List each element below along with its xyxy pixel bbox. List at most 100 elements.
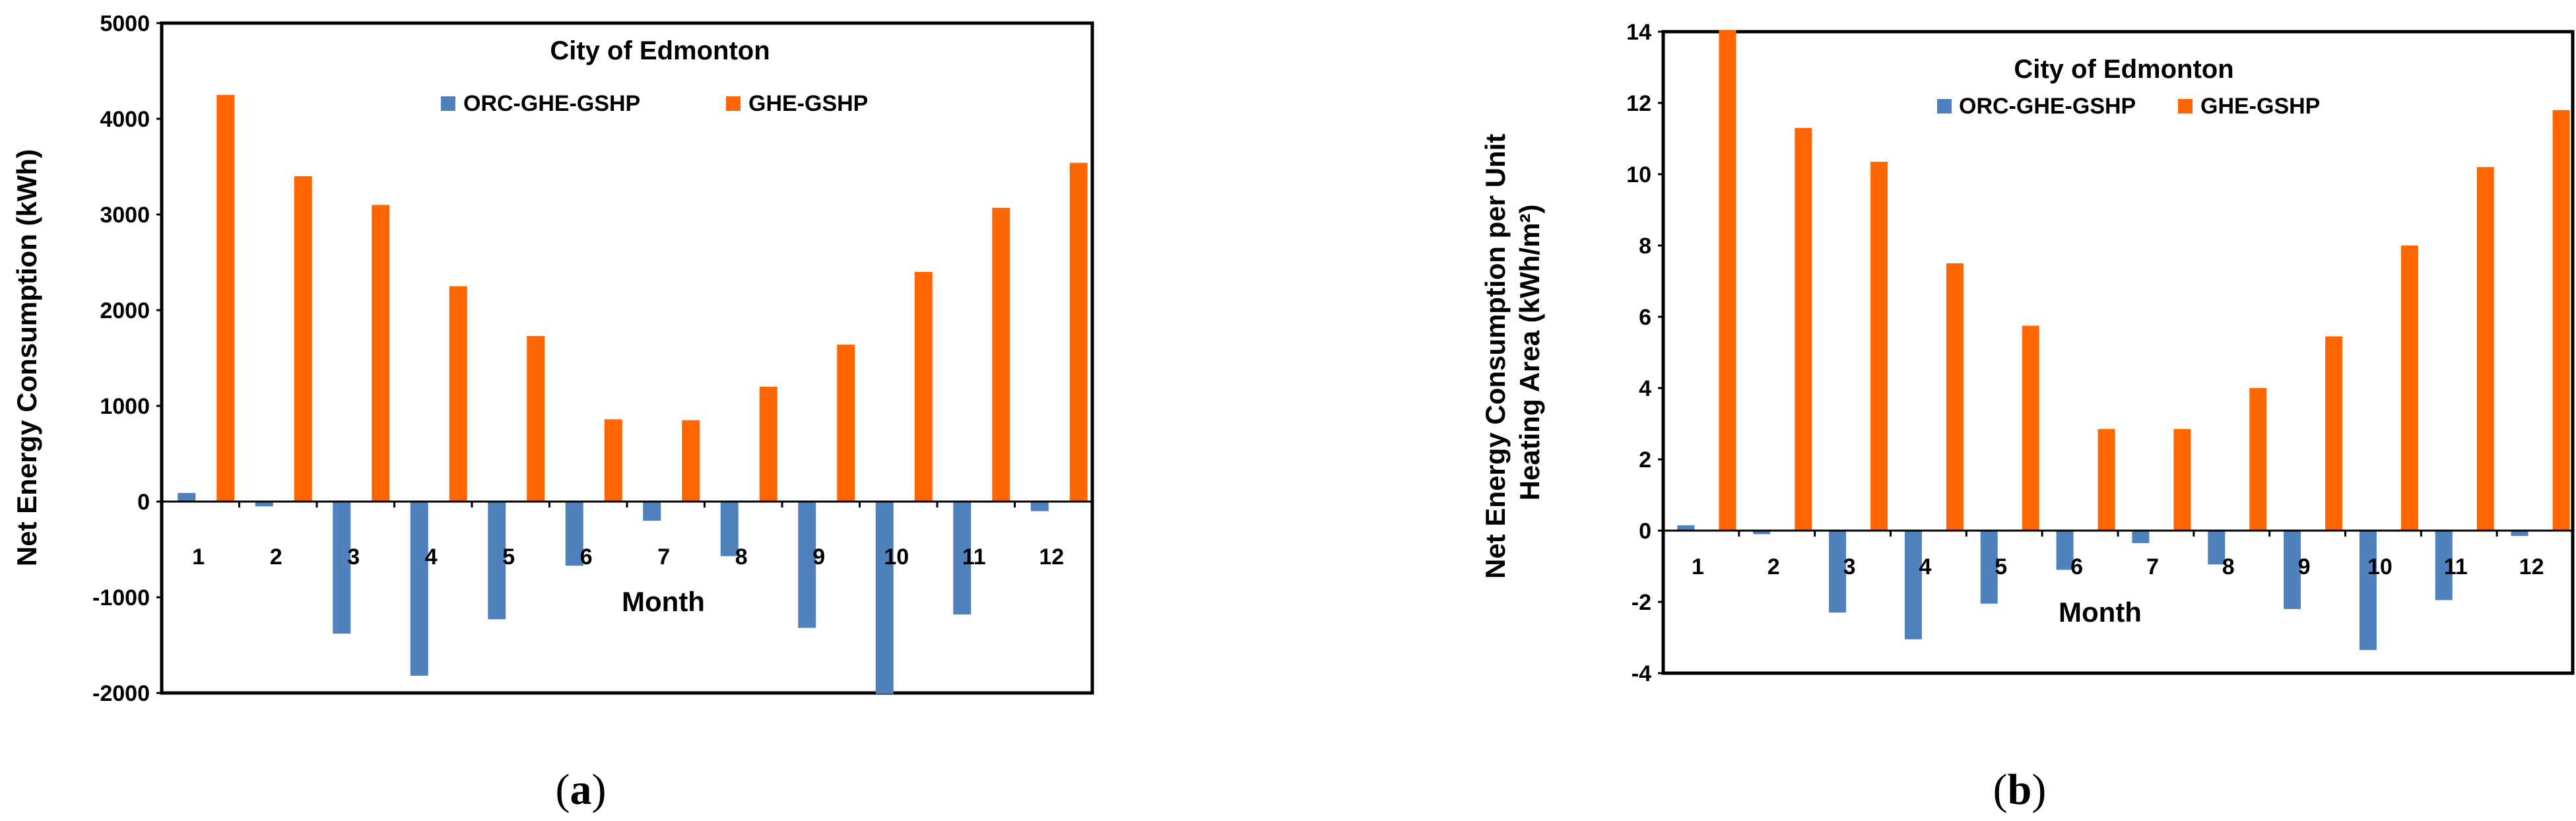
x-tick-label: 6 [580, 544, 593, 570]
bar-orc-ghe-gshp [1980, 531, 1998, 604]
bar-orc-ghe-gshp [2132, 531, 2150, 543]
x-tick-label: 4 [425, 544, 438, 570]
bar-ghe-gshp [1946, 263, 1964, 531]
x-tick-label: 7 [2146, 554, 2159, 579]
y-tick-label: 12 [1626, 91, 1651, 116]
bar-ghe-gshp [2097, 429, 2115, 531]
panel-caption: (b) [1993, 766, 2047, 814]
legend: ORC-GHE-GSHP GHE-GSHP [1937, 94, 2320, 119]
y-tick-label: 5000 [100, 11, 150, 36]
bar-orc-ghe-gshp [333, 502, 351, 634]
legend-swatch-orc-ghe-gshp [441, 96, 455, 111]
bar-orc-ghe-gshp [2284, 531, 2301, 609]
y-tick-label: 10 [1626, 162, 1651, 187]
x-tick-label: 12 [2519, 554, 2544, 579]
x-tick-label: 10 [884, 544, 909, 570]
bar-ghe-gshp [2325, 336, 2343, 531]
x-tick-label: 4 [1919, 554, 1931, 579]
x-tick-label: 1 [1692, 554, 1704, 579]
y-tick-label: 14 [1626, 20, 1651, 45]
x-axis-label: Month [622, 586, 705, 617]
bar-ghe-gshp [2476, 167, 2494, 531]
legend-swatch-ghe-gshp [726, 96, 741, 111]
bar-orc-ghe-gshp [643, 502, 661, 521]
bar-orc-ghe-gshp [178, 492, 196, 502]
plot-area-frame [160, 21, 1094, 695]
bar-ghe-gshp [2552, 110, 2570, 531]
bar-orc-ghe-gshp [255, 502, 273, 507]
bar-ghe-gshp [527, 336, 545, 502]
bar-orc-ghe-gshp [720, 502, 739, 556]
bar-orc-ghe-gshp [565, 502, 583, 566]
x-tick-label: 6 [2070, 554, 2083, 579]
bar-orc-ghe-gshp [2359, 531, 2377, 650]
x-tick-label: 11 [962, 544, 986, 570]
bar-orc-ghe-gshp [1829, 531, 1847, 613]
y-tick-label: 6 [1639, 305, 1651, 330]
x-tick-label: 3 [1843, 554, 1856, 579]
y-tick-label: 0 [1639, 519, 1651, 544]
y-axis-label-line-2: Heating Area (kWh/m²) [1514, 205, 1545, 501]
y-tick-label: -2 [1632, 590, 1651, 615]
bar-orc-ghe-gshp [2056, 531, 2074, 570]
bar-ghe-gshp [837, 345, 855, 502]
x-tick-label: 8 [735, 544, 748, 570]
bar-orc-ghe-gshp [410, 502, 428, 676]
bar-ghe-gshp [2400, 246, 2418, 531]
y-tick-label: 4 [1639, 376, 1651, 401]
chart-title: City of Edmonton [2014, 55, 2233, 84]
bar-ghe-gshp [1069, 162, 1088, 502]
bar-ghe-gshp [759, 387, 777, 502]
y-tick-label: 2000 [100, 298, 150, 323]
legend-swatch-orc-ghe-gshp [1937, 99, 1952, 114]
y-tick-label: 1000 [100, 394, 150, 419]
bar-orc-ghe-gshp [2208, 531, 2226, 565]
x-tick-label: 2 [1767, 554, 1780, 579]
bar-orc-ghe-gshp [2511, 531, 2528, 537]
y-axis-label: Net Energy Consumption (kWh) [11, 149, 42, 566]
legend-label-orc-ghe-gshp: ORC-GHE-GSHP [463, 91, 640, 116]
bar-ghe-gshp [2249, 388, 2267, 531]
x-tick-label: 8 [2222, 554, 2235, 579]
bar-orc-ghe-gshp [1753, 531, 1771, 535]
bar-orc-ghe-gshp [798, 502, 816, 628]
y-tick-label: 2 [1639, 447, 1651, 473]
bar-ghe-gshp [1795, 127, 1812, 531]
y-tick-label: 8 [1639, 234, 1651, 259]
bar-ghe-gshp [682, 420, 700, 502]
bar-orc-ghe-gshp [2435, 531, 2453, 601]
x-tick-label: 1 [192, 544, 205, 570]
x-axis-label: Month [2059, 597, 2142, 628]
bar-ghe-gshp [2173, 429, 2191, 531]
bar-ghe-gshp [1870, 162, 1888, 531]
y-tick-label: 3000 [100, 203, 150, 228]
legend-swatch-ghe-gshp [2178, 99, 2193, 114]
bar-orc-ghe-gshp [488, 502, 506, 620]
chart-title: City of Edmonton [550, 36, 770, 65]
x-tick-label: 5 [1995, 554, 2007, 579]
bar-ghe-gshp [2022, 325, 2039, 531]
legend: ORC-GHE-GSHP GHE-GSHP [441, 91, 868, 116]
bar-ghe-gshp [914, 272, 933, 502]
legend-label-ghe-gshp: GHE-GSHP [2200, 94, 2320, 119]
x-tick-label: 11 [2444, 554, 2468, 579]
y-tick-label: 4000 [100, 107, 150, 132]
bar-ghe-gshp [992, 207, 1010, 502]
bar-ghe-gshp [294, 176, 312, 502]
x-tick-label: 12 [1039, 544, 1064, 570]
bar-orc-ghe-gshp [953, 502, 972, 615]
y-axis-label-line-1: Net Energy Consumption per Unit [1480, 134, 1511, 579]
bar-ghe-gshp [1719, 30, 1736, 531]
y-axis-label: Net Energy Consumption per Unit Heating … [1480, 126, 1545, 579]
legend-label-ghe-gshp: GHE-GSHP [748, 91, 868, 116]
x-tick-label: 5 [502, 544, 515, 570]
x-tick-label: 7 [657, 544, 670, 570]
y-tick-label: 0 [137, 490, 150, 515]
bar-ghe-gshp [604, 419, 622, 502]
bar-orc-ghe-gshp [875, 502, 894, 694]
legend-label-orc-ghe-gshp: ORC-GHE-GSHP [1959, 94, 2136, 119]
x-tick-label: 9 [2298, 554, 2311, 579]
x-tick-label: 9 [812, 544, 825, 570]
